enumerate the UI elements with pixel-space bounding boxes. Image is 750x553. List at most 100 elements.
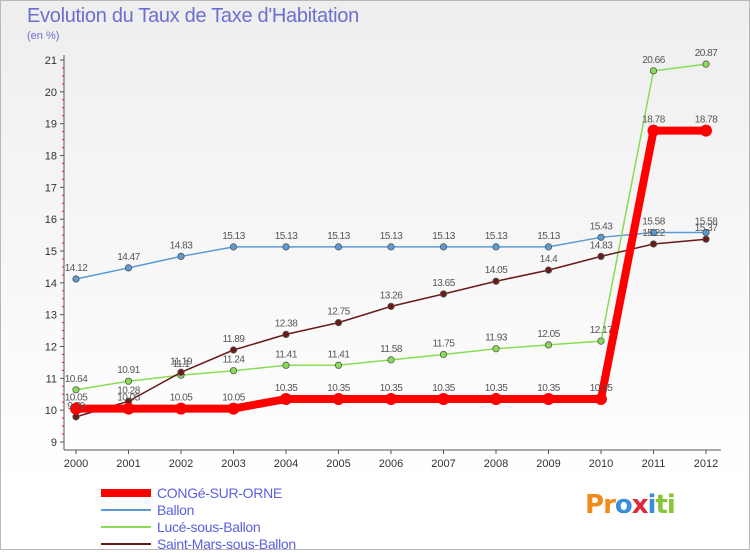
data-point[interactable]	[544, 341, 553, 349]
axes: 9 10 11 12 13 14 15 16 17 18 19 20 21 2000 2001 2002 200…	[45, 55, 721, 470]
data-point[interactable]	[544, 243, 553, 251]
data-point[interactable]	[702, 60, 710, 68]
data-point[interactable]	[387, 356, 395, 364]
y-tick-label: 20	[45, 87, 57, 99]
data-point[interactable]	[492, 243, 500, 251]
data-label: 18.78	[695, 115, 718, 126]
data-point[interactable]	[332, 393, 345, 406]
data-point[interactable]	[334, 361, 343, 369]
logo-letter: i	[666, 490, 676, 520]
data-point[interactable]	[175, 402, 187, 415]
data-label: 14.83	[590, 240, 613, 251]
data-point[interactable]	[597, 252, 605, 261]
legend-swatch	[101, 489, 151, 497]
logo-letter: x	[631, 490, 649, 520]
data-label: 11.93	[485, 333, 508, 344]
series-ballon	[72, 228, 710, 283]
data-point[interactable]	[439, 350, 448, 359]
data-point[interactable]	[282, 243, 290, 251]
y-tick-label: 11	[46, 373, 57, 385]
y-tick-label: 14	[45, 278, 57, 290]
y-tick-label: 10	[45, 405, 57, 417]
data-label: 10.35	[380, 383, 403, 394]
data-point[interactable]	[544, 266, 553, 274]
legend-label: Saint-Mars-sous-Ballon	[157, 536, 296, 552]
data-point[interactable]	[229, 243, 238, 251]
data-label: 15.43	[590, 221, 613, 232]
data-label: 10.91	[117, 365, 140, 376]
data-point[interactable]	[649, 228, 658, 237]
data-label: 12.05	[537, 329, 560, 340]
data-point[interactable]	[649, 240, 658, 248]
data-point[interactable]	[72, 386, 80, 394]
data-point[interactable]	[490, 393, 502, 406]
series-layer	[70, 60, 712, 421]
data-point[interactable]	[542, 393, 555, 406]
data-point[interactable]	[72, 413, 80, 421]
logo-letter: o	[614, 490, 633, 520]
x-tick-label: 2005	[326, 458, 350, 470]
data-point[interactable]	[334, 319, 343, 327]
data-label: 14.12	[65, 263, 88, 274]
data-point[interactable]	[70, 402, 82, 415]
data-label: 10.28	[117, 385, 140, 396]
data-label: 15.13	[275, 231, 298, 242]
data-point[interactable]	[492, 277, 500, 285]
x-tick-label: 2008	[484, 458, 508, 470]
data-point[interactable]	[439, 290, 448, 298]
data-label: 10.05	[65, 393, 88, 404]
legend-label: Ballon	[157, 502, 195, 518]
data-point[interactable]	[649, 67, 658, 75]
data-label: 15.13	[222, 231, 245, 242]
data-label: 20.66	[642, 55, 665, 66]
data-point[interactable]	[282, 361, 290, 369]
data-labels: 14.12 14.47 14.83 15.13 15.13 15.13 15.13 15.13…	[65, 48, 719, 412]
legend-label: Lucé-sous-Ballon	[157, 519, 261, 535]
data-point[interactable]	[387, 243, 395, 251]
data-point[interactable]	[597, 337, 605, 345]
data-point[interactable]	[597, 233, 605, 241]
data-point[interactable]	[385, 393, 397, 406]
y-tick-label: 15	[45, 246, 57, 258]
data-label: 14.05	[485, 265, 508, 276]
data-label: 10.05	[117, 393, 140, 404]
data-point[interactable]	[702, 235, 710, 243]
data-point[interactable]	[647, 124, 660, 137]
data-label: 11.24	[223, 355, 246, 366]
data-point[interactable]	[282, 330, 290, 339]
data-point[interactable]	[124, 377, 133, 385]
data-point[interactable]	[280, 393, 292, 406]
data-label: 10.35	[275, 383, 298, 394]
data-label: 15.13	[537, 231, 560, 242]
data-point[interactable]	[492, 345, 500, 353]
data-label: 14.83	[170, 240, 193, 251]
y-tick-label: 21	[45, 55, 57, 67]
data-point[interactable]	[229, 346, 238, 354]
y-tick-label: 17	[45, 182, 57, 194]
data-point[interactable]	[437, 393, 450, 406]
data-point[interactable]	[595, 393, 607, 406]
x-tick-label: 2007	[431, 458, 455, 470]
data-point[interactable]	[227, 402, 240, 415]
data-point[interactable]	[334, 243, 343, 251]
data-point[interactable]	[177, 252, 185, 261]
data-point[interactable]	[124, 264, 133, 272]
data-point[interactable]	[439, 243, 448, 251]
data-label: 14.47	[117, 252, 140, 263]
y-tick-label: 9	[51, 437, 57, 449]
data-label: 15.58	[642, 217, 665, 228]
chart-subtitle: (en %)	[27, 30, 60, 42]
x-tick-label: 2000	[64, 458, 88, 470]
data-point[interactable]	[122, 402, 135, 415]
data-label: 20.87	[695, 48, 718, 59]
data-point[interactable]	[72, 275, 80, 283]
data-label: 10.35	[537, 383, 560, 394]
data-point[interactable]	[387, 302, 395, 310]
data-point[interactable]	[700, 124, 712, 137]
data-point[interactable]	[177, 368, 185, 376]
data-point[interactable]	[229, 367, 238, 375]
data-label: 13.65	[432, 278, 455, 289]
data-label: 12.75	[327, 307, 350, 318]
legend-swatch	[101, 543, 151, 545]
